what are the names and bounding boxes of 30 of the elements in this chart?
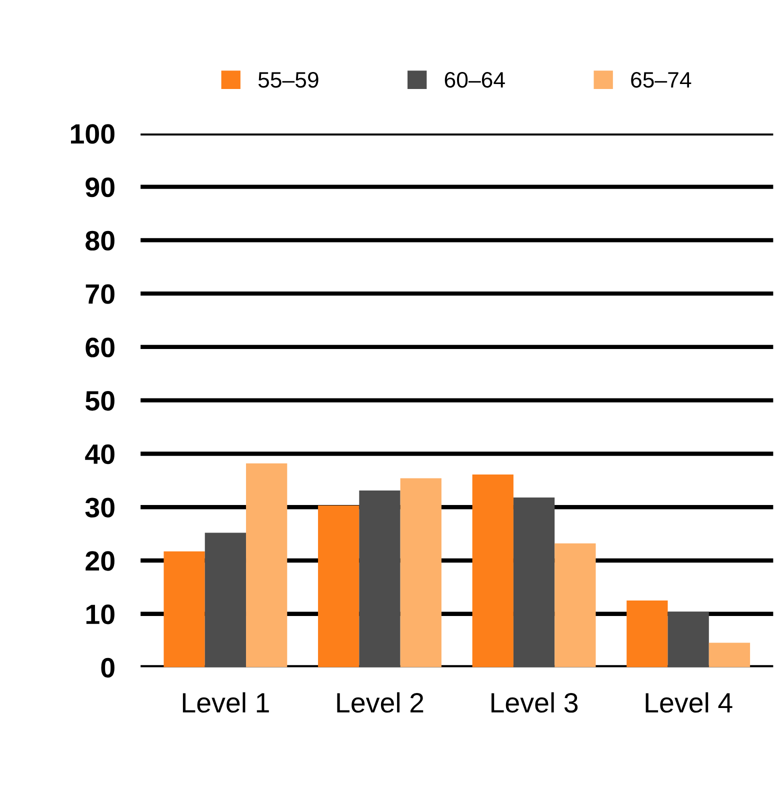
y-tick-label: 40 (85, 444, 114, 464)
bar (400, 478, 442, 668)
bar (708, 642, 750, 668)
y-tick-label: 50 (86, 391, 114, 411)
legend-label: 60–64 (444, 72, 505, 88)
legend-label: 55–59 (258, 72, 318, 88)
bar (626, 600, 668, 668)
y-tick-label: 80 (86, 230, 114, 251)
bar (318, 506, 360, 668)
x-tick-label: Level 4 (646, 692, 732, 713)
bar (668, 612, 709, 668)
y-tick-label: 70 (86, 284, 114, 304)
bar (554, 543, 596, 668)
y-tick-label: 90 (86, 178, 114, 198)
bar (246, 463, 288, 668)
y-tick-label: 60 (86, 338, 114, 358)
y-tick-label: 10 (86, 604, 114, 624)
x-tick-label: Level 3 (492, 692, 578, 713)
x-tick-label: Level 2 (337, 692, 424, 713)
y-tick-label: 0 (101, 658, 114, 678)
bar (164, 551, 205, 668)
y-tick-label: 100 (70, 124, 114, 144)
bar (204, 532, 246, 668)
y-tick-label: 30 (85, 498, 114, 518)
y-tick-label: 20 (86, 551, 114, 571)
x-tick-label: Level 1 (182, 692, 269, 713)
legend-label: 65–74 (631, 72, 692, 88)
bar (513, 498, 555, 668)
bar (359, 490, 400, 668)
bar (472, 474, 514, 668)
